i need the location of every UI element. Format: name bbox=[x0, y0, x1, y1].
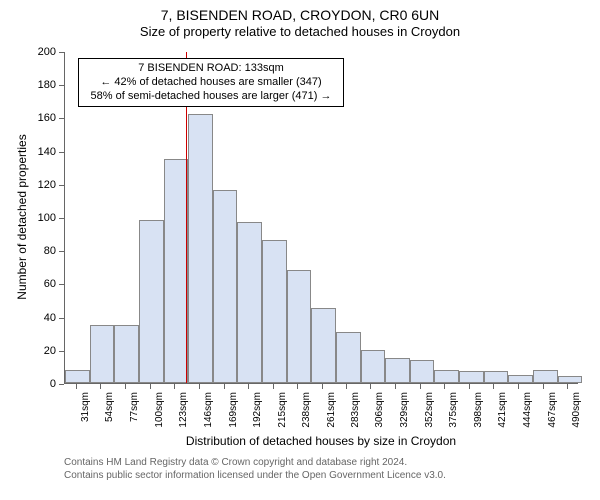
x-tick-label: 31sqm bbox=[80, 392, 91, 436]
x-tick-label: 261sqm bbox=[326, 392, 337, 436]
x-tick-label: 283sqm bbox=[350, 392, 361, 436]
x-tick-label: 123sqm bbox=[178, 392, 189, 436]
histogram-bar bbox=[90, 325, 115, 383]
annotation-line-2: ← 42% of detached houses are smaller (34… bbox=[85, 76, 337, 90]
y-axis-label: Number of detached properties bbox=[15, 117, 29, 317]
y-tick-label: 0 bbox=[0, 378, 56, 390]
x-tick-label: 306sqm bbox=[374, 392, 385, 436]
histogram-bar bbox=[213, 190, 238, 383]
x-tick-mark bbox=[493, 384, 494, 389]
chart-subtitle: Size of property relative to detached ho… bbox=[0, 24, 600, 41]
x-tick-mark bbox=[518, 384, 519, 389]
y-tick-mark bbox=[59, 318, 64, 319]
x-tick-mark bbox=[248, 384, 249, 389]
y-tick-mark bbox=[59, 251, 64, 252]
x-tick-mark bbox=[76, 384, 77, 389]
annotation-line-3: 58% of semi-detached houses are larger (… bbox=[85, 90, 337, 104]
x-tick-label: 398sqm bbox=[473, 392, 484, 436]
histogram-bar bbox=[484, 371, 509, 383]
y-tick-label: 20 bbox=[0, 345, 56, 357]
y-tick-mark bbox=[59, 118, 64, 119]
x-tick-mark bbox=[322, 384, 323, 389]
x-tick-label: 444sqm bbox=[522, 392, 533, 436]
attribution-line-1: Contains HM Land Registry data © Crown c… bbox=[64, 456, 446, 469]
histogram-bar bbox=[139, 220, 164, 383]
x-tick-label: 375sqm bbox=[448, 392, 459, 436]
histogram-bar bbox=[237, 222, 262, 383]
x-tick-label: 100sqm bbox=[154, 392, 165, 436]
y-tick-mark bbox=[59, 284, 64, 285]
y-tick-mark bbox=[59, 384, 64, 385]
x-tick-mark bbox=[370, 384, 371, 389]
x-tick-label: 352sqm bbox=[424, 392, 435, 436]
x-tick-mark bbox=[224, 384, 225, 389]
annotation-line-1: 7 BISENDEN ROAD: 133sqm bbox=[85, 62, 337, 76]
x-tick-label: 467sqm bbox=[547, 392, 558, 436]
histogram-bar bbox=[459, 371, 484, 383]
x-tick-label: 77sqm bbox=[129, 392, 140, 436]
annotation-box: 7 BISENDEN ROAD: 133sqm ← 42% of detache… bbox=[78, 58, 344, 107]
y-tick-mark bbox=[59, 52, 64, 53]
x-tick-label: 54sqm bbox=[104, 392, 115, 436]
chart-title: 7, BISENDEN ROAD, CROYDON, CR0 6UN bbox=[0, 0, 600, 24]
x-tick-mark bbox=[395, 384, 396, 389]
x-tick-label: 169sqm bbox=[228, 392, 239, 436]
attribution-line-2: Contains public sector information licen… bbox=[64, 469, 446, 482]
histogram-bar bbox=[311, 308, 336, 383]
x-tick-label: 329sqm bbox=[399, 392, 410, 436]
x-tick-mark bbox=[469, 384, 470, 389]
x-tick-mark bbox=[125, 384, 126, 389]
histogram-bar bbox=[188, 114, 213, 383]
x-tick-label: 238sqm bbox=[301, 392, 312, 436]
x-tick-label: 421sqm bbox=[497, 392, 508, 436]
x-tick-mark bbox=[297, 384, 298, 389]
histogram-bar bbox=[508, 375, 533, 383]
histogram-bar bbox=[287, 270, 312, 383]
y-tick-mark bbox=[59, 85, 64, 86]
histogram-bar bbox=[385, 358, 410, 383]
histogram-bar bbox=[65, 370, 90, 383]
histogram-bar bbox=[262, 240, 287, 383]
x-axis-label: Distribution of detached houses by size … bbox=[64, 434, 578, 448]
x-tick-mark bbox=[273, 384, 274, 389]
y-tick-label: 200 bbox=[0, 46, 56, 58]
histogram-bar bbox=[336, 332, 361, 383]
x-tick-mark bbox=[444, 384, 445, 389]
x-tick-label: 490sqm bbox=[571, 392, 582, 436]
histogram-bar bbox=[361, 350, 386, 383]
x-tick-mark bbox=[150, 384, 151, 389]
x-tick-mark bbox=[567, 384, 568, 389]
histogram-bar bbox=[558, 376, 583, 383]
y-tick-label: 180 bbox=[0, 79, 56, 91]
x-tick-mark bbox=[346, 384, 347, 389]
x-tick-mark bbox=[199, 384, 200, 389]
histogram-bar bbox=[164, 159, 189, 383]
histogram-bar bbox=[410, 360, 435, 383]
x-tick-label: 215sqm bbox=[277, 392, 288, 436]
y-tick-mark bbox=[59, 185, 64, 186]
x-tick-mark bbox=[543, 384, 544, 389]
histogram-bar bbox=[114, 325, 139, 383]
y-tick-mark bbox=[59, 152, 64, 153]
attribution-text: Contains HM Land Registry data © Crown c… bbox=[64, 456, 446, 482]
x-tick-mark bbox=[174, 384, 175, 389]
histogram-bar bbox=[434, 370, 459, 383]
y-tick-mark bbox=[59, 351, 64, 352]
x-tick-label: 192sqm bbox=[252, 392, 263, 436]
x-tick-label: 146sqm bbox=[203, 392, 214, 436]
y-tick-mark bbox=[59, 218, 64, 219]
histogram-bar bbox=[533, 370, 558, 383]
x-tick-mark bbox=[420, 384, 421, 389]
x-tick-mark bbox=[100, 384, 101, 389]
